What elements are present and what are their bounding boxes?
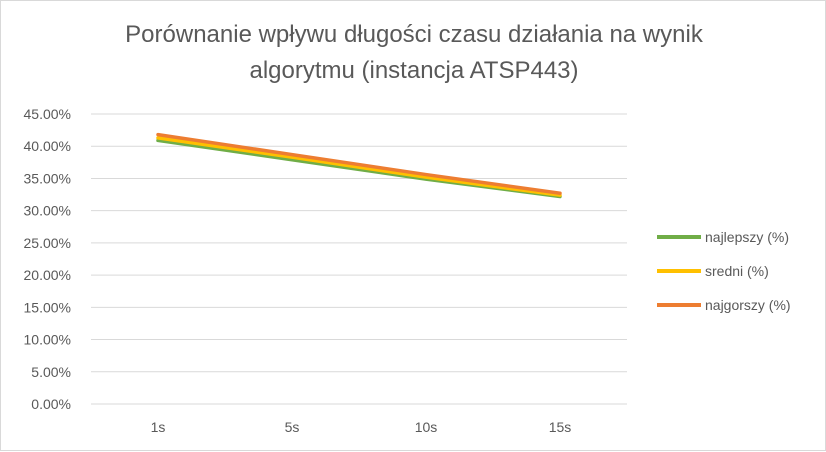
- x-axis-ticks: 1s 5s 10s 15s: [151, 419, 572, 435]
- series-line-3: [156, 132, 562, 196]
- series-lines: [156, 132, 562, 199]
- legend: najlepszy (%) sredni (%) najgorszy (%): [657, 229, 791, 313]
- y-tick-label: 40.00%: [24, 138, 71, 154]
- gridlines: [91, 113, 627, 405]
- y-tick-label: 10.00%: [24, 332, 71, 348]
- x-tick-label: 15s: [549, 419, 572, 435]
- legend-label: najgorszy (%): [705, 297, 791, 313]
- x-tick-label: 1s: [151, 419, 166, 435]
- y-tick-label: 25.00%: [24, 235, 71, 251]
- x-tick-label: 5s: [285, 419, 300, 435]
- y-tick-label: 35.00%: [24, 170, 71, 186]
- chart-title-line-1: Porównanie wpływu długości czasu działan…: [125, 21, 703, 48]
- x-tick-label: 10s: [415, 419, 438, 435]
- y-tick-label: 5.00%: [31, 364, 71, 380]
- chart-title-line-2: algorytmu (instancja ATSP443): [249, 57, 579, 84]
- legend-label: sredni (%): [705, 263, 769, 279]
- y-tick-label: 20.00%: [24, 267, 71, 283]
- chart-title: Porównanie wpływu długości czasu działan…: [1, 17, 826, 89]
- y-axis-ticks: 0.00% 5.00% 10.00% 15.00% 20.00% 25.00% 30.00%…: [24, 106, 71, 412]
- y-tick-label: 45.00%: [24, 106, 71, 122]
- series-line-2: [156, 136, 562, 197]
- legend-label: najlepszy (%): [705, 229, 789, 245]
- y-tick-label: 0.00%: [31, 396, 71, 412]
- y-tick-label: 15.00%: [24, 299, 71, 315]
- y-tick-label: 30.00%: [24, 203, 71, 219]
